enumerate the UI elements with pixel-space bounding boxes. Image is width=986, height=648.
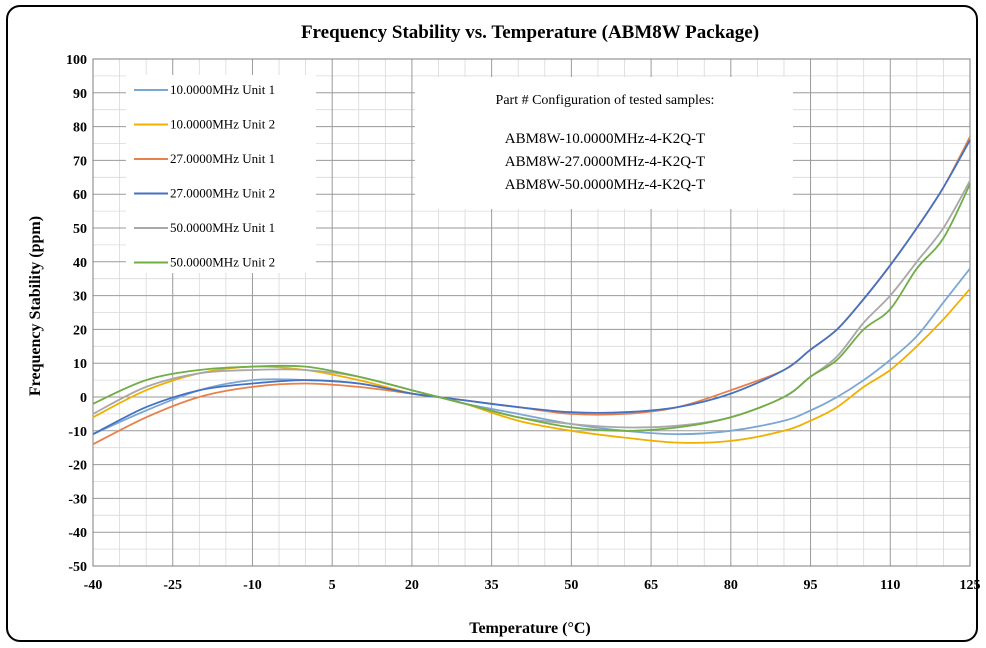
y-tick-label: 100 [66,53,87,68]
x-tick-label: 20 [405,578,419,593]
x-tick-label: 65 [644,578,658,593]
legend-label-6: 50.0000MHz Unit 2 [170,255,275,270]
annotation-box [415,77,793,209]
y-tick-label: 10 [73,357,87,372]
legend-label-4: 27.0000MHz Unit 2 [170,186,275,201]
series-layer [92,136,971,446]
tick-labels: -50 -40 -30 -20 -10 0 10 20 30 40 50 60 70 80 90 100 -40… [66,53,981,593]
y-tick-label: 90 [73,87,87,102]
series-line-4 [92,139,971,436]
series-line-6 [92,183,971,432]
x-tick-label: -40 [84,578,103,593]
annotation-line-3: ABM8W-50.0000MHz-4-K2Q-T [505,177,705,193]
samples-annotation: Part # Configuration of tested samples: … [415,77,793,209]
x-axis-label: Temperature (°C) [469,620,590,637]
legend-box [126,75,316,273]
y-tick-label: 80 [73,121,87,136]
y-tick-label: 40 [73,256,87,271]
x-tick-label: 95 [804,578,818,593]
x-tick-label: 5 [329,578,336,593]
x-tick-label: 50 [564,578,578,593]
annotation-line-2: ABM8W-27.0000MHz-4-K2Q-T [505,154,705,170]
x-tick-label: 125 [960,578,981,593]
legend-label-3: 27.0000MHz Unit 1 [170,151,275,166]
x-tick-label: 35 [485,578,499,593]
legend: 10.0000MHz Unit 1 10.0000MHz Unit 2 27.000… [126,75,316,273]
y-tick-label: 20 [73,323,87,338]
y-tick-label: -40 [68,526,87,541]
y-tick-label: 50 [73,222,87,237]
y-tick-label: 30 [73,290,87,305]
y-tick-label: 60 [73,188,87,203]
legend-label-2: 10.0000MHz Unit 2 [170,117,275,132]
annotation-heading: Part # Configuration of tested samples: [496,93,715,108]
series-line-2 [92,288,971,444]
y-tick-label: -50 [68,560,87,575]
chart-title: Frequency Stability vs. Temperature (ABM… [301,22,759,43]
legend-label-5: 50.0000MHz Unit 1 [170,220,275,235]
x-tick-label: -25 [163,578,182,593]
legend-label-1: 10.0000MHz Unit 1 [170,82,275,97]
series-line-1 [92,268,971,436]
y-tick-label: -30 [68,492,87,507]
y-tick-label: -10 [68,425,87,440]
y-tick-label: -20 [68,459,87,474]
x-tick-label: 80 [724,578,738,593]
series-line-5 [92,180,971,429]
y-tick-label: 0 [80,391,87,406]
x-tick-label: -10 [243,578,262,593]
y-axis-label: Frequency Stability (ppm) [27,216,44,396]
grid-layer [92,58,971,567]
x-tick-label: 110 [880,578,900,593]
y-tick-label: 70 [73,154,87,169]
annotation-line-1: ABM8W-10.0000MHz-4-K2Q-T [505,131,705,147]
plot-area-border [92,58,971,567]
